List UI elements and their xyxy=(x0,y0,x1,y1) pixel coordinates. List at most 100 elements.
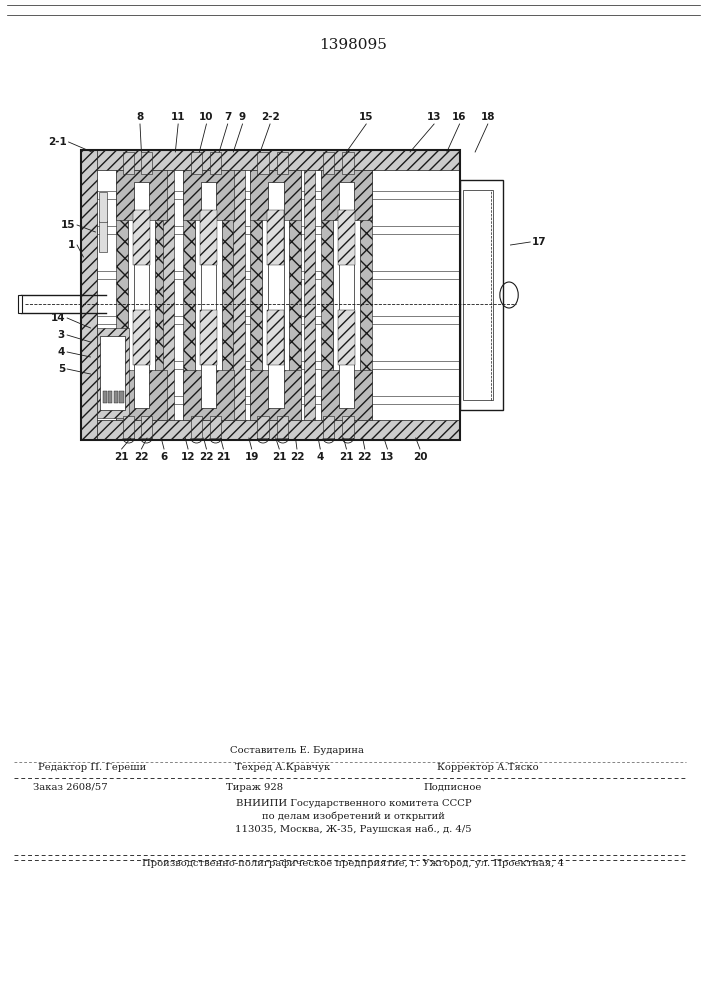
Bar xyxy=(99,192,107,222)
Text: 11: 11 xyxy=(171,112,185,122)
Text: 4: 4 xyxy=(317,452,324,462)
Bar xyxy=(114,391,118,403)
Bar xyxy=(277,416,288,438)
Bar xyxy=(323,152,334,174)
Text: 8: 8 xyxy=(136,112,144,122)
Bar xyxy=(460,180,503,410)
Bar xyxy=(262,195,289,395)
Bar xyxy=(116,370,167,420)
Bar xyxy=(257,416,269,438)
Bar xyxy=(183,170,234,420)
Text: 21: 21 xyxy=(216,452,230,462)
Bar xyxy=(97,271,460,279)
Text: 2-2: 2-2 xyxy=(261,112,279,122)
Bar xyxy=(267,310,284,365)
Bar xyxy=(191,416,202,438)
Bar xyxy=(277,152,288,174)
Text: 1398095: 1398095 xyxy=(320,38,387,52)
Text: ВНИИПИ Государственного комитета СССР: ВНИИПИ Государственного комитета СССР xyxy=(235,799,472,808)
Bar xyxy=(338,310,355,365)
Bar xyxy=(141,152,152,174)
Text: 14: 14 xyxy=(50,313,65,323)
Bar xyxy=(97,361,460,369)
Bar xyxy=(201,182,216,408)
Text: 15: 15 xyxy=(359,112,373,122)
Text: 9: 9 xyxy=(239,112,246,122)
Bar xyxy=(183,370,234,420)
Bar xyxy=(304,170,315,420)
Text: 7: 7 xyxy=(224,112,231,122)
Bar xyxy=(123,152,134,174)
Text: 22: 22 xyxy=(290,452,304,462)
Bar xyxy=(195,195,222,395)
Text: Редактор П. Гереши: Редактор П. Гереши xyxy=(37,763,146,772)
Text: Производственно-полиграфическое предприятие, г. Ужгород, ул. Проектная, 4: Производственно-полиграфическое предприя… xyxy=(143,859,564,868)
Text: 18: 18 xyxy=(481,112,495,122)
Bar xyxy=(210,416,221,438)
Bar xyxy=(342,416,354,438)
Bar xyxy=(268,182,284,408)
Bar xyxy=(200,210,217,265)
Bar xyxy=(81,150,97,440)
Bar xyxy=(191,152,202,174)
Text: 13: 13 xyxy=(427,112,441,122)
Text: Техред А.Кравчук: Техред А.Кравчук xyxy=(235,763,330,772)
Text: 5: 5 xyxy=(58,364,65,374)
Bar xyxy=(333,195,360,395)
Bar xyxy=(141,416,152,438)
Text: по делам изобретений и открытий: по делам изобретений и открытий xyxy=(262,812,445,821)
Text: 2-1: 2-1 xyxy=(48,137,67,147)
Bar xyxy=(81,420,460,440)
Bar xyxy=(97,191,460,199)
Bar xyxy=(257,152,269,174)
Bar xyxy=(116,170,167,420)
Bar xyxy=(183,170,234,220)
Text: 3: 3 xyxy=(58,330,65,340)
Text: Корректор А.Тяско: Корректор А.Тяско xyxy=(437,763,539,772)
Bar xyxy=(133,210,150,265)
Text: 21: 21 xyxy=(339,452,354,462)
Text: 20: 20 xyxy=(413,452,427,462)
Bar xyxy=(99,222,107,251)
Text: 17: 17 xyxy=(532,237,547,247)
Text: Составитель Е. Бударина: Составитель Е. Бударина xyxy=(230,746,364,755)
Bar xyxy=(97,226,460,234)
Bar xyxy=(128,195,155,395)
Bar xyxy=(250,170,301,420)
Bar xyxy=(108,391,112,403)
Bar xyxy=(133,310,150,365)
Bar xyxy=(123,416,134,438)
Bar xyxy=(323,416,334,438)
Bar xyxy=(97,316,460,324)
Text: 22: 22 xyxy=(199,452,214,462)
Bar xyxy=(250,170,301,220)
Text: 12: 12 xyxy=(181,452,195,462)
Bar xyxy=(338,210,355,265)
Text: 22: 22 xyxy=(134,452,148,462)
Bar xyxy=(321,170,372,220)
Text: 15: 15 xyxy=(60,220,75,230)
Text: 16: 16 xyxy=(452,112,467,122)
Bar xyxy=(321,370,372,420)
Text: 19: 19 xyxy=(245,452,259,462)
Bar xyxy=(100,336,125,410)
Text: 21: 21 xyxy=(115,452,129,462)
Text: 21: 21 xyxy=(272,452,286,462)
Bar xyxy=(463,190,493,400)
Bar xyxy=(342,152,354,174)
Bar xyxy=(103,391,107,403)
Text: 113035, Москва, Ж-35, Раушская наб., д. 4/5: 113035, Москва, Ж-35, Раушская наб., д. … xyxy=(235,824,472,834)
Bar xyxy=(210,152,221,174)
Text: 22: 22 xyxy=(358,452,372,462)
Text: 13: 13 xyxy=(380,452,395,462)
Bar xyxy=(97,396,460,404)
Bar xyxy=(250,370,301,420)
Bar xyxy=(116,170,167,220)
Text: 4: 4 xyxy=(58,347,65,357)
Text: Тираж 928: Тираж 928 xyxy=(226,783,283,792)
Text: Подписное: Подписное xyxy=(423,783,481,792)
Bar xyxy=(134,182,149,408)
Bar xyxy=(119,391,124,403)
Text: 6: 6 xyxy=(160,452,168,462)
Bar xyxy=(163,170,174,420)
